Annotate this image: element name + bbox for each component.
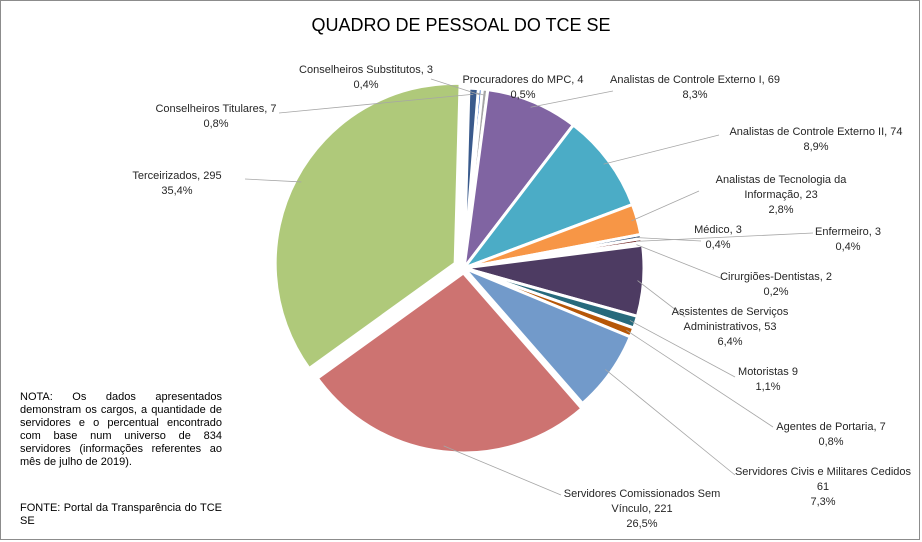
leader-line: [244, 178, 302, 183]
leader-line: [626, 329, 774, 428]
pie-slice: [315, 271, 584, 455]
pie-slice: [462, 88, 575, 270]
slice-label-line: 2,8%: [768, 204, 793, 216]
slice-label-line: Médico, 3: [694, 224, 742, 236]
slice-label-line: Agentes de Portaria, 7: [776, 421, 885, 433]
slice-label-line: 7,3%: [810, 496, 835, 508]
slice-label: Conselheiros Substitutos, 3 0,4%: [299, 64, 433, 91]
slice-label-line: 8,9%: [803, 141, 828, 153]
slice-label-line: Procuradores do MPC, 4: [462, 74, 583, 86]
slice-label-line: 0,4%: [353, 79, 378, 91]
slice-label-line: 1,1%: [755, 381, 780, 393]
leader-line: [603, 134, 720, 165]
slice-label: Assistentes de Serviços Administrativos, …: [672, 306, 789, 348]
leader-line: [637, 280, 686, 318]
slice-label-line: 0,4%: [835, 241, 860, 253]
slice-label: Procuradores do MPC, 4 0,5%: [462, 74, 583, 101]
leader-line: [635, 237, 702, 242]
slice-label-line: Analistas de Controle Externo II, 74: [729, 126, 902, 138]
pie-slice: [273, 81, 462, 371]
slice-label-line: 0,8%: [203, 118, 228, 130]
slice-label-line: 0,2%: [763, 286, 788, 298]
slice-label-line: Vínculo, 221: [611, 503, 672, 515]
slice-label-line: 61: [817, 481, 829, 493]
leader-line: [605, 369, 736, 476]
pie-slice: [462, 123, 634, 270]
slice-label: Servidores Civis e Militares Cedidos 61 7,…: [735, 466, 912, 508]
slice-label: Servidores Comissionados Sem Vínculo, 221…: [564, 488, 721, 530]
slice-label-line: Informação, 23: [744, 189, 817, 201]
slice-label-line: Assistentes de Serviços: [672, 306, 789, 318]
slice-label-line: Administrativos, 53: [684, 321, 777, 333]
leader-line: [476, 92, 485, 96]
chart-title: QUADRO DE PESSOAL DO TCE SE: [311, 15, 611, 35]
slice-label: Cirurgiões-Dentistas, 2 0,2%: [720, 271, 832, 298]
slice-label-line: Cirurgiões-Dentistas, 2: [720, 271, 832, 283]
slice-label: Conselheiros Titulares, 7 0,8%: [155, 103, 276, 130]
slice-label: Médico, 3 0,4%: [694, 224, 742, 251]
slice-label: Agentes de Portaria, 7 0,8%: [776, 421, 885, 448]
slice-label-line: Conselheiros Titulares, 7: [155, 103, 276, 115]
slice-label-line: Motoristas 9: [738, 366, 798, 378]
slice-label-line: 8,3%: [682, 89, 707, 101]
slice-label-line: Terceirizados, 295: [132, 170, 221, 182]
leader-line: [530, 90, 614, 108]
leader-line: [636, 244, 724, 280]
slice-label-line: 6,4%: [717, 336, 742, 348]
slice-label-line: Enfermeiro, 3: [815, 226, 881, 238]
slice-label-line: Analistas de Controle Externo I, 69: [610, 74, 780, 86]
slice-label: Analistas de Controle Externo I, 69 8,3%: [610, 74, 780, 101]
leader-line: [629, 320, 736, 378]
slice-label: Analistas de Tecnologia da Informação, 23…: [716, 174, 848, 216]
leader-line: [631, 190, 700, 222]
slice-label-line: Servidores Comissionados Sem: [564, 488, 721, 500]
slice-label-line: Conselheiros Substitutos, 3: [299, 64, 433, 76]
slice-label-line: 0,4%: [705, 239, 730, 251]
slice-label: Enfermeiro, 3 0,4%: [815, 226, 881, 253]
chart-source: FONTE: Portal da Transparência do TCE SE: [20, 502, 222, 527]
pie-slice: [462, 86, 480, 270]
slice-label-line: 35,4%: [161, 185, 192, 197]
slice-label: Terceirizados, 295 35,4%: [132, 170, 221, 197]
slice-label-line: 0,5%: [510, 89, 535, 101]
slice-label-line: Servidores Civis e Militares Cedidos: [735, 466, 912, 478]
leader-line: [635, 232, 814, 242]
slice-label-line: Analistas de Tecnologia da: [716, 174, 848, 186]
chart-note: NOTA: Os dados apresentados demonstram o…: [20, 391, 222, 468]
slice-label: Analistas de Controle Externo II, 74 8,9%: [729, 126, 902, 153]
slice-label-line: 26,5%: [626, 518, 657, 530]
leader-line: [278, 93, 474, 114]
slice-label: Motoristas 9 1,1%: [738, 366, 798, 393]
leader-line: [443, 445, 562, 496]
leader-line: [430, 78, 480, 96]
slice-label-line: 0,8%: [818, 436, 843, 448]
